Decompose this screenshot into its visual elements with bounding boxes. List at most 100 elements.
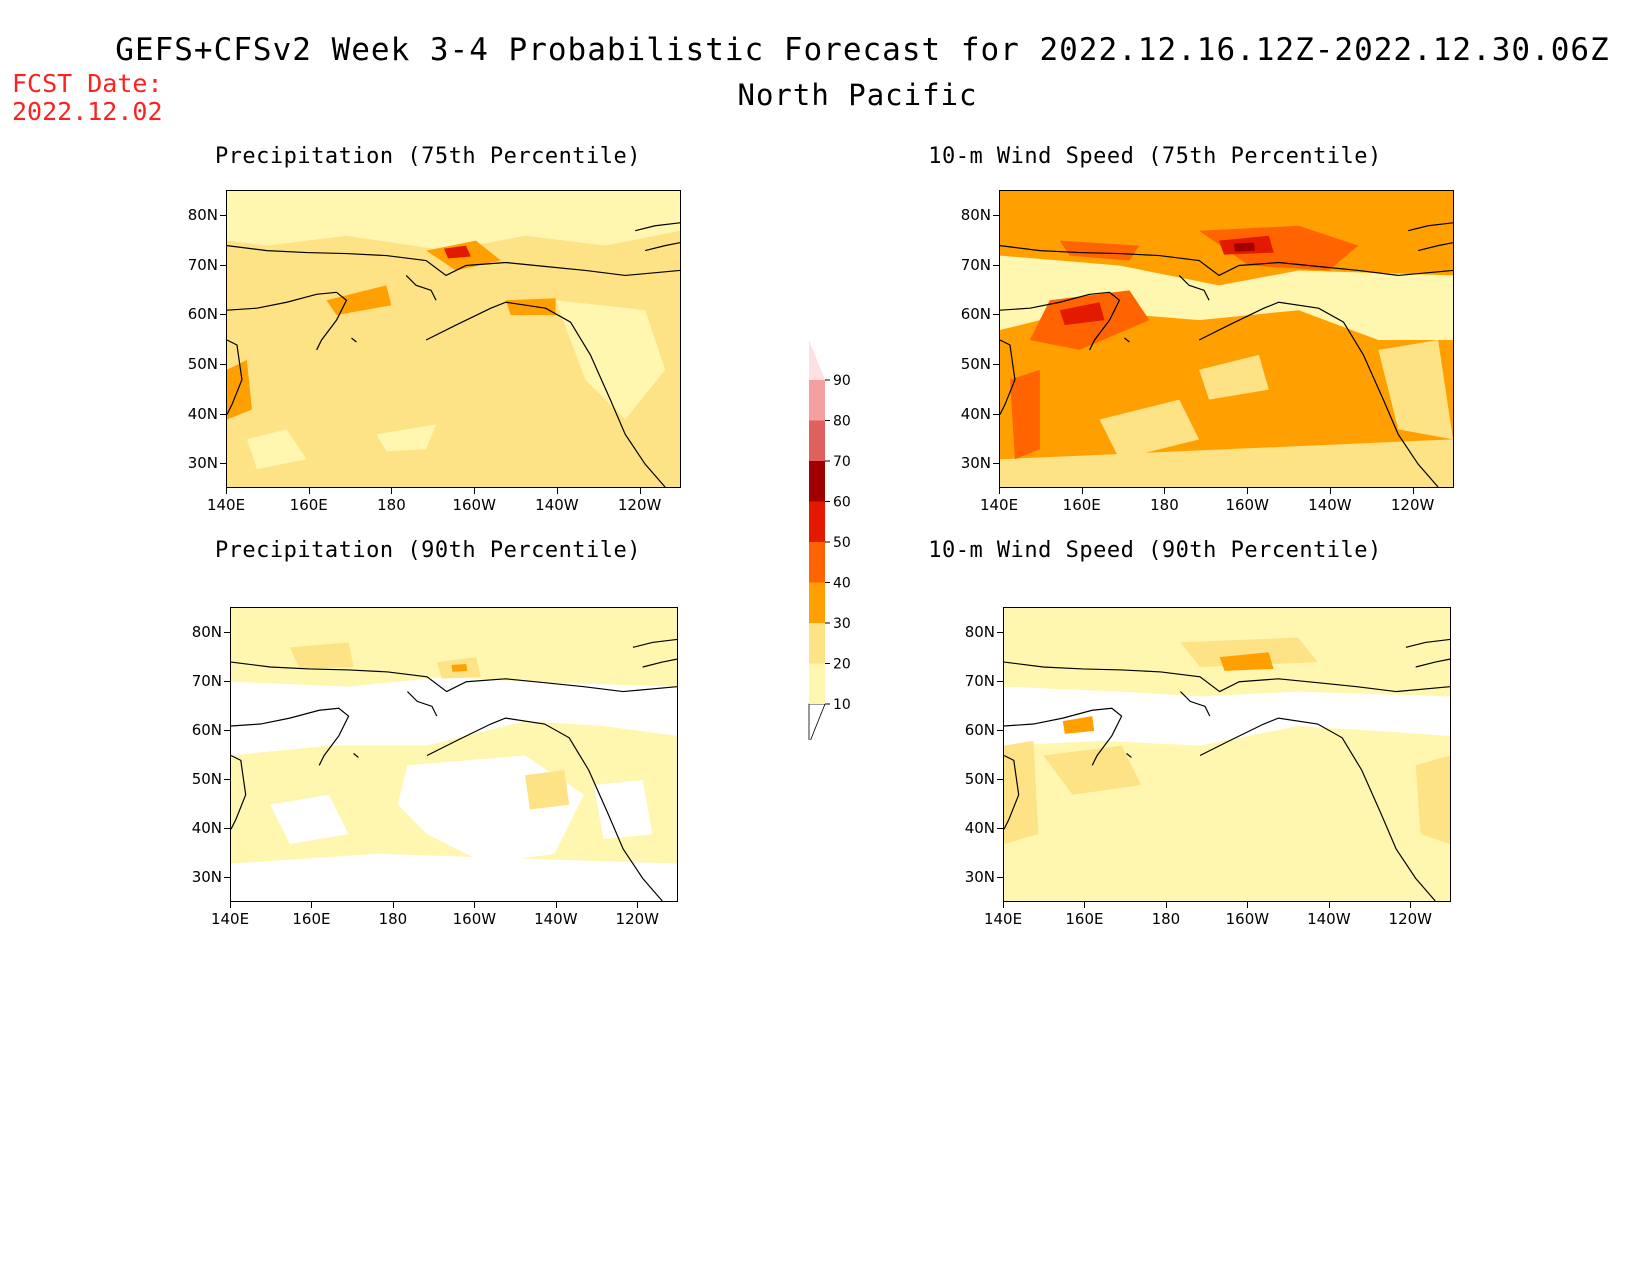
x-tick-mark (1164, 488, 1166, 494)
precip90-contour-region (593, 780, 653, 840)
coastline (635, 222, 680, 232)
x-tick-mark (1084, 902, 1086, 908)
y-tick-label: 60N (960, 305, 991, 324)
colorbar-segment (809, 501, 825, 542)
coastline (405, 275, 437, 301)
y-tick-mark (224, 729, 230, 731)
y-tick-mark (993, 314, 999, 316)
coastline (632, 638, 677, 648)
y-tick-label: 70N (191, 671, 222, 690)
colorbar-segment (809, 582, 825, 623)
y-tick-label: 70N (960, 255, 991, 274)
y-tick-label: 60N (964, 720, 995, 739)
x-tick-label: 160W (1225, 910, 1270, 928)
wind75-contour-region (1009, 369, 1040, 460)
x-tick-label: 140W (535, 496, 579, 514)
y-tick-label: 50N (187, 354, 218, 373)
coastline (645, 242, 680, 252)
colorbar-level-label: 90 (833, 373, 851, 389)
coastline (1126, 753, 1132, 758)
x-tick-label: 140W (1307, 910, 1351, 928)
precip75-contour-region (246, 429, 307, 470)
x-tick-mark (1081, 488, 1083, 494)
wind90-map-svg (1004, 608, 1450, 901)
coastline (642, 658, 677, 668)
y-tick-mark (220, 264, 226, 266)
coastline (1199, 717, 1436, 901)
y-tick-mark (993, 264, 999, 266)
coastline (1418, 242, 1453, 252)
y-tick-label: 30N (187, 454, 218, 473)
wind90-contour-region (1180, 637, 1318, 667)
colorbar-level-label: 10 (833, 697, 851, 713)
figure-title: GEFS+CFSv2 Week 3-4 Probabilistic Foreca… (115, 32, 1610, 68)
x-tick-mark (392, 902, 394, 908)
x-tick-label: 180 (1150, 496, 1179, 514)
y-tick-label: 70N (187, 255, 218, 274)
x-tick-mark (474, 488, 476, 494)
wind75-contour-region (1199, 354, 1269, 400)
x-tick-mark (1412, 488, 1414, 494)
x-tick-label: 140E (983, 910, 1023, 928)
y-tick-label: 40N (187, 404, 218, 423)
x-tick-label: 140E (206, 496, 246, 514)
y-tick-mark (993, 214, 999, 216)
coastline (351, 337, 357, 343)
x-tick-mark (637, 902, 639, 908)
precip90-contour-region (525, 770, 570, 810)
y-tick-mark (224, 631, 230, 633)
colorbar-high-extension (809, 340, 825, 380)
coastline (1000, 339, 1016, 415)
y-tick-label: 50N (191, 770, 222, 789)
y-tick-label: 60N (187, 305, 218, 324)
colorbar-level-label: 40 (833, 576, 851, 592)
panel-title-wind90: 10-m Wind Speed (90th Percentile) (928, 538, 1382, 563)
x-tick-label: 180 (377, 496, 406, 514)
map-panel-precip75 (226, 190, 681, 488)
wind75-contour-region (1378, 339, 1453, 440)
y-tick-mark (993, 463, 999, 465)
colorbar-low-extension (808, 703, 826, 745)
x-tick-label: 120W (1390, 496, 1435, 514)
x-tick-mark (1247, 488, 1249, 494)
y-tick-label: 40N (964, 819, 995, 838)
precip75-contour-region (227, 191, 680, 251)
x-tick-mark (1247, 902, 1249, 908)
wind90-contour-region (1043, 745, 1142, 795)
precip90-map-svg (231, 608, 677, 901)
x-tick-mark (311, 902, 313, 908)
y-tick-label: 80N (964, 622, 995, 641)
x-tick-mark (474, 902, 476, 908)
x-tick-mark (308, 488, 310, 494)
x-tick-label: 160E (289, 496, 328, 514)
y-tick-mark (997, 828, 1003, 830)
colorbar-level-label: 70 (833, 454, 851, 470)
precip75-contour-region (555, 300, 666, 420)
map-panel-wind90 (1003, 607, 1451, 902)
y-tick-label: 40N (960, 404, 991, 423)
coastline (227, 245, 680, 277)
y-tick-mark (224, 680, 230, 682)
x-tick-label: 160W (1225, 496, 1269, 514)
panel-title-precip90: Precipitation (90th Percentile) (214, 538, 642, 563)
y-tick-mark (224, 779, 230, 781)
x-tick-label: 140W (1308, 496, 1352, 514)
x-tick-label: 140W (534, 910, 578, 928)
y-tick-mark (997, 877, 1003, 879)
x-tick-label: 120W (617, 496, 662, 514)
coastline (425, 301, 666, 487)
precip75-contour-region (227, 359, 252, 420)
panel-title-wind75: 10-m Wind Speed (75th Percentile) (928, 144, 1382, 169)
coastline (407, 691, 438, 717)
coastline (231, 754, 247, 830)
wind90-contour-region (1062, 716, 1095, 734)
coastline (1004, 754, 1020, 830)
x-tick-label: 160E (292, 910, 331, 928)
x-tick-label: 140E (210, 910, 250, 928)
x-tick-mark (555, 902, 557, 908)
coastline (231, 707, 350, 766)
coastline (1178, 275, 1210, 301)
coastline (1000, 245, 1453, 277)
map-panel-wind75 (999, 190, 1454, 488)
y-tick-label: 40N (191, 819, 222, 838)
